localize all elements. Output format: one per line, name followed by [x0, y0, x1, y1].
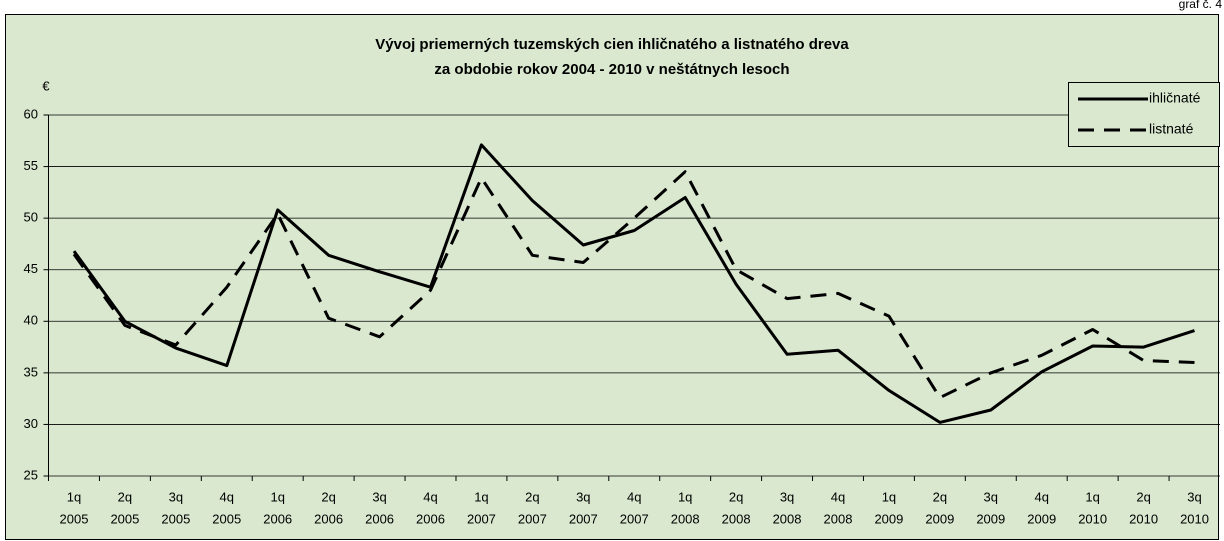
- x-tick-label: 2q: [321, 489, 335, 504]
- x-tick-label: 2q: [525, 489, 539, 504]
- x-tick-label: 1q: [270, 489, 284, 504]
- x-tick-label: 2009: [925, 511, 954, 526]
- x-tick-label: 4q: [831, 489, 845, 504]
- x-tick-label: 2007: [467, 511, 496, 526]
- x-tick-label: 2005: [161, 511, 190, 526]
- x-tick-label: 2010: [1078, 511, 1107, 526]
- x-tick-label: 2007: [569, 511, 598, 526]
- x-tick-label: 3q: [576, 489, 590, 504]
- y-tick-label: 50: [24, 210, 38, 225]
- x-tick-label: 2007: [518, 511, 547, 526]
- x-tick-label: 2010: [1180, 511, 1209, 526]
- corner-note: graf č. 4: [1179, 0, 1223, 11]
- x-tick-label: 2008: [722, 511, 751, 526]
- x-tick-label: 2q: [729, 489, 743, 504]
- x-tick-label: 2q: [1136, 489, 1150, 504]
- x-tick-label: 2010: [1129, 511, 1158, 526]
- x-tick-label: 3q: [169, 489, 183, 504]
- y-tick-label: 30: [24, 416, 38, 431]
- x-tick-label: 4q: [423, 489, 437, 504]
- x-tick-label: 2008: [824, 511, 853, 526]
- x-tick-label: 2005: [212, 511, 241, 526]
- x-tick-label: 4q: [1034, 489, 1048, 504]
- x-tick-label: 1q: [474, 489, 488, 504]
- chart-frame: [5, 14, 1219, 540]
- x-tick-label: 2006: [416, 511, 445, 526]
- y-tick-label: 45: [24, 261, 38, 276]
- y-tick-label: 35: [24, 364, 38, 379]
- legend-box: [1068, 82, 1220, 147]
- x-tick-label: 2009: [976, 511, 1005, 526]
- x-tick-label: 2009: [874, 511, 903, 526]
- y-tick-label: 60: [24, 106, 38, 121]
- x-tick-label: 3q: [372, 489, 386, 504]
- x-tick-label: 1q: [678, 489, 692, 504]
- x-tick-label: 2006: [314, 511, 343, 526]
- x-tick-label: 2005: [60, 511, 89, 526]
- y-tick-label: 25: [24, 467, 38, 482]
- x-tick-label: 3q: [984, 489, 998, 504]
- x-tick-label: 1q: [882, 489, 896, 504]
- x-tick-label: 2q: [933, 489, 947, 504]
- series-line: [72, 143, 1195, 424]
- chart-title: za obdobie rokov 2004 - 2010 v neštátnyc…: [434, 61, 789, 78]
- x-tick-label: 2006: [263, 511, 292, 526]
- x-tick-label: 2008: [773, 511, 802, 526]
- chart-title: Vývoj priemerných tuzemských cien ihličn…: [375, 36, 849, 53]
- x-tick-label: 4q: [220, 489, 234, 504]
- x-tick-label: 3q: [780, 489, 794, 504]
- y-tick-label: 40: [24, 313, 38, 328]
- y-tick-label: 55: [24, 158, 38, 173]
- x-tick-label: 2008: [671, 511, 700, 526]
- x-tick-label: 2007: [620, 511, 649, 526]
- x-tick-label: 3q: [1187, 489, 1201, 504]
- legend-label: listnaté: [1149, 121, 1194, 137]
- legend-label: ihličnaté: [1149, 90, 1201, 106]
- x-tick-label: 2q: [118, 489, 132, 504]
- x-tick-label: 2006: [365, 511, 394, 526]
- x-tick-label: 1q: [1085, 489, 1099, 504]
- x-tick-label: 2009: [1027, 511, 1056, 526]
- x-tick-label: 4q: [627, 489, 641, 504]
- x-tick-label: 1q: [67, 489, 81, 504]
- x-tick-label: 2005: [110, 511, 139, 526]
- y-axis-label: €: [42, 78, 50, 93]
